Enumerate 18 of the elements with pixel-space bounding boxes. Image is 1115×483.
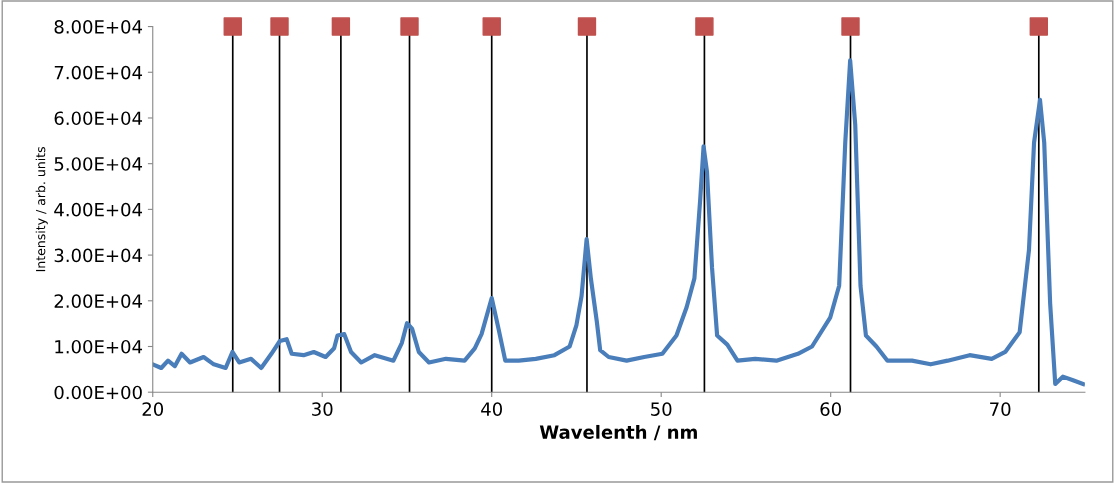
x-tick-label: 30 [312,402,333,416]
y-tick-label: 8.00E+04 [54,20,143,34]
y-tick-label: 0.00E+00 [54,385,142,400]
x-axis-title: Wavelenth / nm [539,424,697,441]
y-axis-title: Intensity / arb. units [35,147,48,272]
y-tick-label: 2.00E+04 [54,294,143,308]
x-tick-label: 60 [820,402,841,416]
x-tick-label: 70 [990,402,1011,416]
y-tick-label: 3.00E+04 [54,248,143,263]
x-tick-label: 50 [651,402,672,416]
y-tick-label: 6.00E+04 [54,111,143,126]
y-tick-label: 5.00E+04 [54,157,143,171]
y-tick-label: 4.00E+04 [54,202,143,217]
x-tick-label: 20 [142,402,164,416]
y-tick-label: 1.00E+04 [55,339,143,354]
y-tick-label: 7.00E+04 [54,65,143,80]
line-series [152,58,1085,387]
x-tick-label: 40 [481,402,502,416]
